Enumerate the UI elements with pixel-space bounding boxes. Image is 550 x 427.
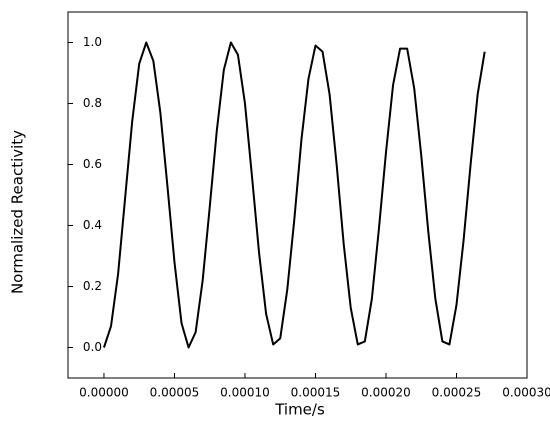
x-tick-label: 0.00030 bbox=[502, 386, 550, 400]
x-tick-label: 0.00020 bbox=[361, 386, 411, 400]
y-tick-label: 0.6 bbox=[83, 157, 102, 171]
x-tick-label: 0.00010 bbox=[220, 386, 270, 400]
y-tick-label: 0.0 bbox=[83, 340, 102, 354]
x-tick-label: 0.00005 bbox=[150, 386, 200, 400]
y-tick-label: 0.4 bbox=[83, 218, 102, 232]
y-axis-label: Normalized Reactivity bbox=[9, 130, 27, 294]
y-tick-label: 0.8 bbox=[83, 96, 102, 110]
x-tick-label: 0.00000 bbox=[79, 386, 129, 400]
x-axis-label: Time/s bbox=[274, 401, 325, 419]
x-tick-label: 0.00025 bbox=[432, 386, 482, 400]
y-tick-label: 1.0 bbox=[83, 35, 102, 49]
plot-frame bbox=[67, 11, 528, 379]
x-tick-label: 0.00015 bbox=[291, 386, 341, 400]
data-line bbox=[103, 41, 486, 349]
y-tick-label: 0.2 bbox=[83, 279, 102, 293]
